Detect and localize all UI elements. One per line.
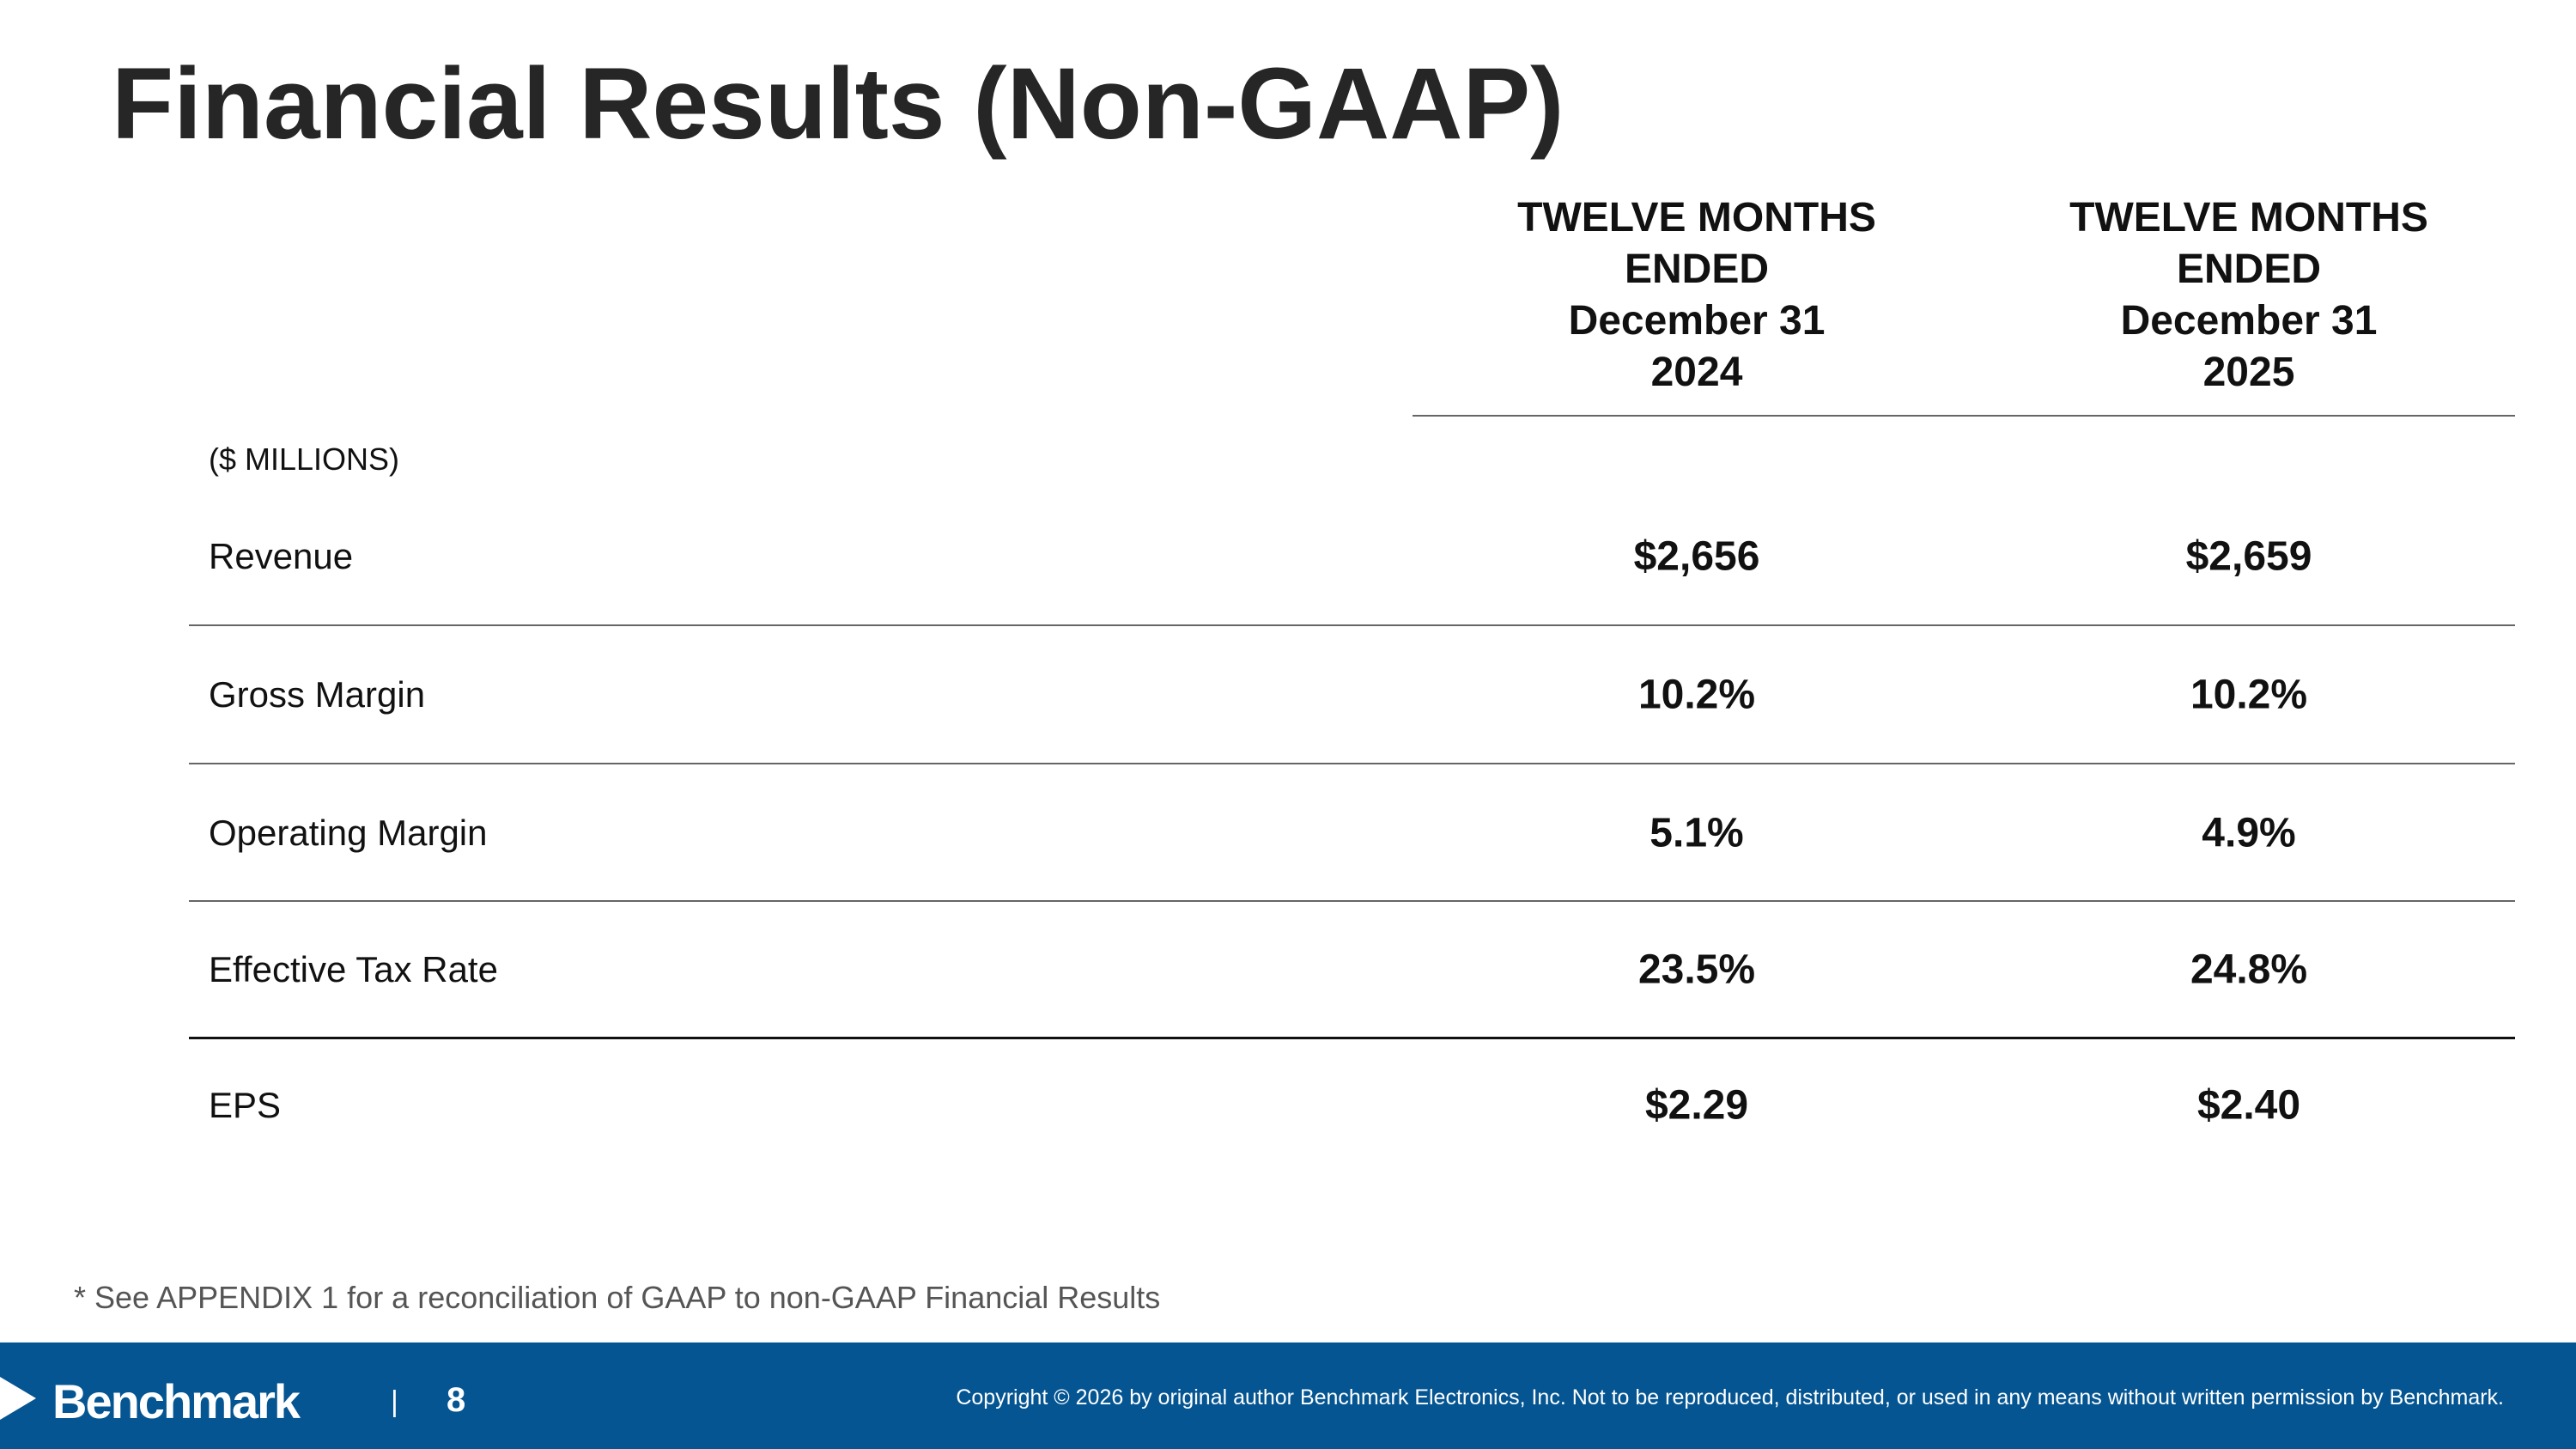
cell-value: 4.9% [2202,810,2296,856]
cell-value: 10.2% [2190,672,2308,718]
row-rule [189,900,2515,902]
header-line: December 31 [1568,298,1826,344]
header-line: December 31 [2120,298,2378,344]
row-label: EPS [209,1085,282,1125]
header-line: ENDED [1624,247,1770,292]
cell-value: 24.8% [2190,947,2308,993]
cell-value: $2,659 [2185,533,2312,580]
logo-mark [0,1377,36,1420]
title: Financial Results (Non-GAAP) [112,47,1564,161]
row-rule [189,624,2515,626]
cell-value: 10.2% [1637,672,1756,718]
header-rule [1413,415,2515,417]
row-label: Revenue [209,536,354,576]
row-rule [189,763,2515,764]
header-line: TWELVE MONTHS [2069,195,2428,240]
column-header: TWELVE MONTHS ENDED December 31 2025 [1974,192,2524,399]
header-line: ENDED [2176,247,2322,292]
cell-value: $2.29 [1644,1082,1749,1129]
page-number: 8 [447,1381,466,1419]
header-line: 2025 [2202,350,2295,395]
footer: Benchmark | 8 Copyright © 2026 by origin… [0,1342,2576,1449]
cell-value: 5.1% [1649,810,1744,856]
row-label: Effective Tax Rate [209,949,498,989]
separator: | [391,1385,398,1418]
header-line: TWELVE MONTHS [1517,195,1876,240]
units-label: ($ MILLIONS) [209,441,400,477]
footnote: * See APPENDIX 1 for a reconciliation of… [74,1280,1161,1315]
row-label: Operating Margin [209,813,488,853]
copyright: Copyright © 2026 by original author Benc… [956,1385,2504,1409]
row-label: Gross Margin [209,674,426,715]
cell-value: $2,656 [1633,533,1760,580]
cell-value: $2.40 [2196,1082,2301,1129]
logo: Benchmark [52,1374,301,1428]
header-line: 2024 [1650,350,1743,395]
cell-value: 23.5% [1637,947,1756,993]
row-rule [189,1037,2515,1039]
column-header: TWELVE MONTHS ENDED December 31 2024 [1422,192,1971,399]
